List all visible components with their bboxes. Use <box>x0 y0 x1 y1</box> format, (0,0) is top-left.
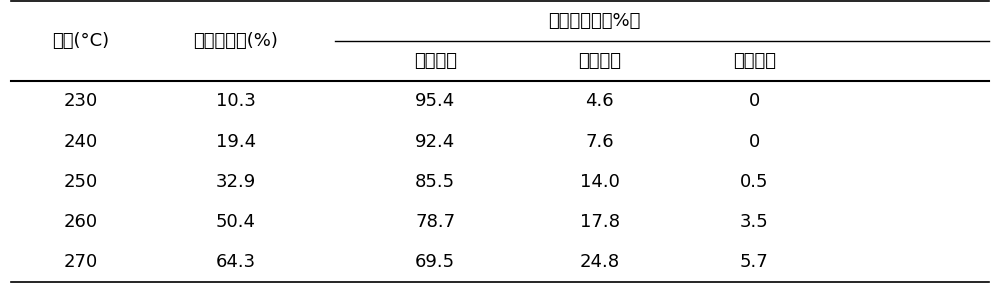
Text: 10.3: 10.3 <box>216 93 256 110</box>
Text: 250: 250 <box>64 173 98 190</box>
Text: 69.5: 69.5 <box>415 253 455 271</box>
Text: 甲酸甲酩: 甲酸甲酩 <box>414 52 457 70</box>
Text: 温度(°C): 温度(°C) <box>53 33 110 50</box>
Text: 230: 230 <box>64 93 98 110</box>
Text: 78.7: 78.7 <box>415 213 455 231</box>
Text: 64.3: 64.3 <box>216 253 256 271</box>
Text: 92.4: 92.4 <box>415 132 455 151</box>
Text: 一氧化碳: 一氧化碳 <box>578 52 621 70</box>
Text: 24.8: 24.8 <box>580 253 620 271</box>
Text: 4.6: 4.6 <box>585 93 614 110</box>
Text: 14.0: 14.0 <box>580 173 620 190</box>
Text: 240: 240 <box>64 132 98 151</box>
Text: 0: 0 <box>749 93 760 110</box>
Text: 95.4: 95.4 <box>415 93 455 110</box>
Text: 50.4: 50.4 <box>216 213 256 231</box>
Text: 270: 270 <box>64 253 98 271</box>
Text: 260: 260 <box>64 213 98 231</box>
Text: 17.8: 17.8 <box>580 213 620 231</box>
Text: 3.5: 3.5 <box>740 213 769 231</box>
Text: 0.5: 0.5 <box>740 173 769 190</box>
Text: 5.7: 5.7 <box>740 253 769 271</box>
Text: 32.9: 32.9 <box>216 173 256 190</box>
Text: 85.5: 85.5 <box>415 173 455 190</box>
Text: 0: 0 <box>749 132 760 151</box>
Text: 产物选择性（%）: 产物选择性（%） <box>549 12 641 30</box>
Text: 7.6: 7.6 <box>585 132 614 151</box>
Text: 二氧化碳: 二氧化碳 <box>733 52 776 70</box>
Text: 19.4: 19.4 <box>216 132 256 151</box>
Text: 甲醇转化率(%): 甲醇转化率(%) <box>193 33 278 50</box>
